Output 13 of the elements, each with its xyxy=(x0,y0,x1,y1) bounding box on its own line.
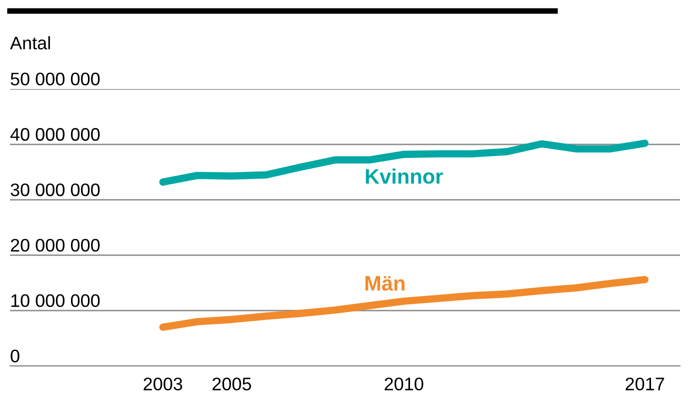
x-tick-label: 2003 xyxy=(144,378,182,390)
series-label: Kvinnor xyxy=(366,168,443,184)
series-label: Män xyxy=(366,276,404,291)
x-tick-label: 2010 xyxy=(384,378,424,390)
y-tick-label: 0 xyxy=(10,350,20,362)
y-tick-label: 40 000 000 xyxy=(10,128,100,141)
x-tick-label: 2005 xyxy=(212,378,252,390)
y-tick-label: 20 000 000 xyxy=(10,238,100,252)
y-tick-label: 30 000 000 xyxy=(10,183,100,196)
x-tick-label: 2017 xyxy=(626,378,664,390)
y-tick-label: 50 000 000 xyxy=(10,72,100,86)
y-axis-title: Antal xyxy=(10,36,50,50)
y-tick-label: 10 000 000 xyxy=(11,294,100,308)
